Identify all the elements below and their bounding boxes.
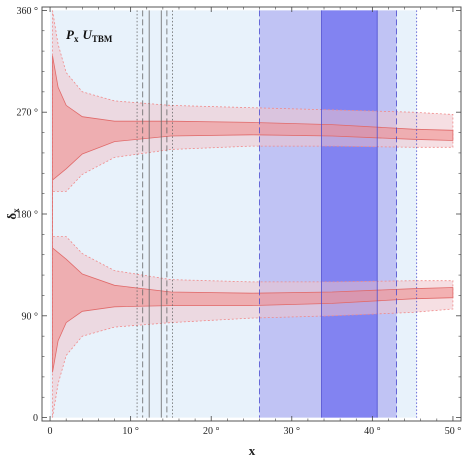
y-tick-label: 270 ° [17, 108, 39, 119]
vertical-bands [50, 10, 417, 418]
x-tick-label: 40 ° [364, 426, 381, 437]
y-axis-title: δx [4, 208, 21, 220]
y-tick-label: 180 ° [17, 210, 39, 221]
allowed-regions [52, 10, 454, 418]
y-tick-label: 0 [33, 413, 38, 424]
x-tick-label: 50 ° [445, 426, 462, 437]
vertical-lines [136, 10, 418, 418]
band-dark [321, 10, 378, 418]
x-tick-label: 10 ° [122, 426, 139, 437]
x-tick-label: 30 ° [284, 426, 301, 437]
y-tick-label: 90 ° [22, 311, 39, 322]
region-3sigma [52, 10, 454, 418]
region-1sigma [52, 55, 454, 373]
y-tick-label: 360 ° [17, 6, 39, 17]
plot-label: Px UTBM [66, 27, 113, 44]
axis-ticks: 0 10 ° 20 ° 30 ° 40 ° 50 ° 0 90 ° 180 ° 270 ° 360 … [17, 6, 462, 437]
x-tick-label: 20 ° [203, 426, 220, 437]
x-axis-title: x [249, 443, 256, 458]
x-tick-label: 0 [48, 426, 53, 437]
